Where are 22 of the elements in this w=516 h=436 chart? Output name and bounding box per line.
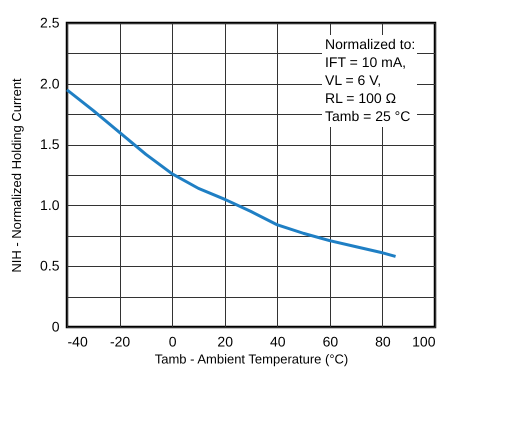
annotation: Tamb = 25 °C xyxy=(325,108,410,124)
x-tick-label: 40 xyxy=(270,334,286,350)
annotation: VL = 6 V, xyxy=(325,72,382,88)
x-tick-label: -20 xyxy=(110,334,130,350)
x-tick-label: 20 xyxy=(217,334,234,350)
y-tick-label: 1.5 xyxy=(40,136,60,152)
x-tick-label: 80 xyxy=(375,334,391,350)
y-tick-label: 1.0 xyxy=(40,196,60,213)
x-axis-title: Tamb - Ambient Temperature (°C) xyxy=(154,352,348,366)
line-series xyxy=(66,88,398,258)
x-tick-label: 0 xyxy=(168,334,177,350)
y-tick-label: 0.5 xyxy=(40,258,60,274)
x-tick-label: 60 xyxy=(322,334,338,350)
y-tick-label: 2.5 xyxy=(40,14,60,30)
y-tick-label: 0 xyxy=(52,318,60,334)
x-tick-label: -40 xyxy=(68,334,88,350)
y-tick-label: 2.0 xyxy=(40,75,60,92)
annotation: Normalized to: xyxy=(325,36,416,52)
y-axis-title: NIH - Normalized Holding Current xyxy=(9,78,24,273)
annotation: RL = 100 Ω xyxy=(325,90,396,106)
annotation: IFT = 10 mA, xyxy=(325,54,406,70)
x-tick-label: 100 xyxy=(412,334,436,350)
